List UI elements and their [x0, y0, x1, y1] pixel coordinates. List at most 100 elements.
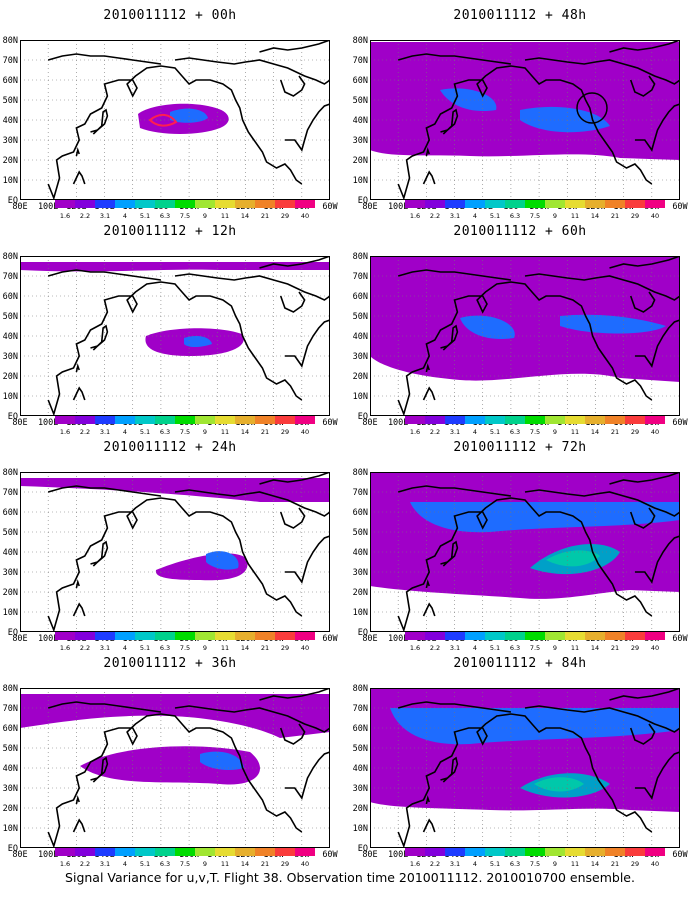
colorbar-swatch [645, 200, 665, 208]
lon-tick-label: 80E [362, 418, 377, 428]
panel-title: 2010011112 + 60h [453, 224, 587, 239]
colorbar-swatch [175, 416, 195, 424]
variance-region [370, 688, 680, 812]
colorbar-label: 1.6 [410, 428, 420, 436]
coastline [47, 713, 303, 848]
colorbar-swatch [255, 632, 275, 640]
coastline [75, 795, 80, 805]
lat-tick-label: 80N [353, 252, 368, 262]
coastline [259, 256, 330, 269]
lat-tick-label: 30N [353, 136, 368, 146]
colorbar-label: 5.1 [140, 212, 150, 220]
colorbar-label: 7.5 [180, 212, 190, 220]
coastline [279, 75, 306, 97]
coastline [174, 705, 330, 733]
colorbar-swatch [585, 848, 605, 856]
colorbar-swatch [485, 200, 505, 208]
lat-tick-label: 40N [353, 116, 368, 126]
colorbar-label: 7.5 [180, 428, 190, 436]
colorbar-label: 7.5 [180, 860, 190, 868]
coastline [75, 579, 80, 589]
lat-tick-label: 60N [3, 292, 18, 302]
coastline [72, 818, 86, 833]
variance-region [200, 751, 244, 770]
colorbar-label: 4 [473, 212, 477, 220]
lat-tick-label: 70N [3, 704, 18, 714]
lat-tick-label: 10N [3, 176, 18, 186]
lon-tick-label: 80E [362, 850, 377, 860]
colorbar-label: 4 [473, 860, 477, 868]
colorbar-swatch [465, 848, 485, 856]
map-frame [20, 256, 330, 416]
lat-tick-label: 40N [353, 548, 368, 558]
colorbar-label: 11 [571, 644, 579, 652]
colorbar-label: 9 [553, 428, 557, 436]
variance-region [20, 262, 330, 272]
colorbar-swatch [55, 416, 75, 424]
panel-7: 2010011112 + 84h EQ 10N 20N 30N 40N 50N 60N 70N 8… [350, 648, 690, 868]
colorbar-label: 1.6 [410, 644, 420, 652]
coastline [609, 472, 680, 485]
coastline [425, 795, 430, 805]
coastline [422, 602, 436, 617]
coastline [425, 579, 430, 589]
colorbar-label: 14 [241, 428, 249, 436]
lat-tick-label: 70N [353, 488, 368, 498]
panel-title: 2010011112 + 48h [453, 8, 587, 23]
colorbar-label: 6.3 [510, 644, 520, 652]
colorbar-swatch [275, 200, 295, 208]
lat-tick-label: 30N [3, 784, 18, 794]
lat-tick-label: 80N [353, 684, 368, 694]
map-plot [20, 688, 330, 848]
colorbar-swatch [645, 632, 665, 640]
colorbar-swatch [75, 848, 95, 856]
panel-title: 2010011112 + 00h [103, 8, 237, 23]
colorbar-swatch [95, 632, 115, 640]
colorbar-swatch [295, 200, 315, 208]
colorbar-swatch [275, 416, 295, 424]
colorbar-swatch [485, 848, 505, 856]
coastline [47, 53, 162, 65]
lat-tick-label: 60N [3, 724, 18, 734]
colorbar-label: 6.3 [160, 860, 170, 868]
colorbar-label: 1.6 [410, 860, 420, 868]
colorbar-label: 5.1 [490, 860, 500, 868]
colorbar-label: 7.5 [530, 860, 540, 868]
colorbar-label: 5.1 [490, 428, 500, 436]
colorbar-swatch [565, 416, 585, 424]
colorbar-swatch [115, 200, 135, 208]
colorbar-swatch [215, 416, 235, 424]
variance-region [206, 551, 239, 570]
colorbar-swatch [605, 632, 625, 640]
colorbar-swatch [155, 416, 175, 424]
lat-tick-label: EQ [358, 844, 368, 854]
colorbar-swatch [625, 848, 645, 856]
coastline [397, 53, 512, 65]
coastline [397, 701, 512, 713]
coastline [425, 363, 430, 373]
colorbar-label: 21 [261, 644, 269, 652]
colorbar-swatch [255, 848, 275, 856]
colorbar-label: 3.1 [100, 644, 110, 652]
map-plot [370, 40, 680, 200]
panel-0: 2010011112 + 00h EQ 10N 20N 30N 40N 50N 60N 70N 8… [0, 0, 340, 220]
lat-tick-label: 30N [353, 352, 368, 362]
colorbar-swatch [565, 632, 585, 640]
colorbar-label: 5.1 [490, 212, 500, 220]
colorbar-swatch [135, 416, 155, 424]
colorbar-swatch [525, 416, 545, 424]
colorbar-label: 2.2 [430, 428, 440, 436]
lat-tick-label: EQ [8, 196, 18, 206]
coastline [634, 535, 680, 584]
coastline [47, 701, 162, 713]
colorbar-swatch [75, 200, 95, 208]
lat-tick-label: 10N [353, 392, 368, 402]
colorbar-swatch [135, 632, 155, 640]
colorbar-label: 11 [221, 212, 229, 220]
colorbar-swatch [425, 416, 445, 424]
lat-tick-label: 80N [353, 36, 368, 46]
panel-title: 2010011112 + 72h [453, 440, 587, 455]
coastline [524, 489, 680, 517]
colorbar-swatch [235, 848, 255, 856]
lat-tick-label: 70N [353, 56, 368, 66]
